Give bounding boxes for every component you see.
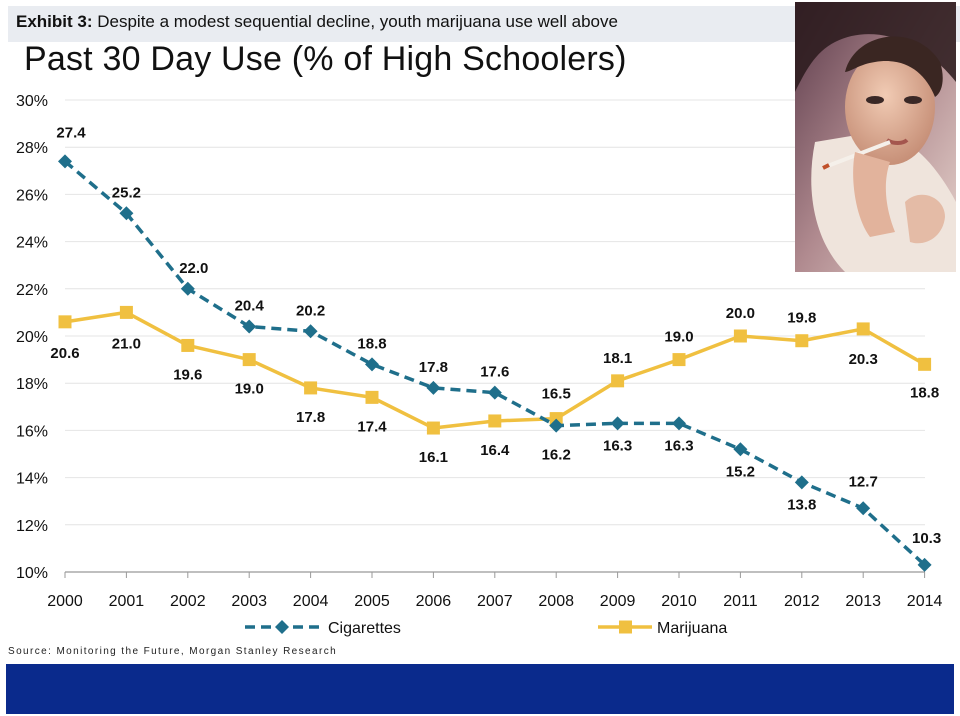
legend-marijuana-marker bbox=[619, 620, 632, 634]
marijuana-data-label: 17.4 bbox=[357, 418, 387, 435]
exhibit-title: Exhibit 3: Despite a modest sequential d… bbox=[16, 12, 618, 32]
y-tick-label: 10% bbox=[16, 565, 48, 582]
marijuana-point bbox=[242, 353, 256, 367]
cigarettes-data-label: 17.8 bbox=[419, 359, 448, 376]
marijuana-point bbox=[365, 390, 379, 404]
cigarettes-data-label: 17.6 bbox=[480, 364, 509, 381]
x-tick-label: 2003 bbox=[231, 593, 267, 610]
cigarettes-data-label: 12.7 bbox=[849, 473, 878, 490]
marijuana-point bbox=[733, 329, 747, 343]
y-tick-label: 24% bbox=[16, 235, 48, 252]
marijuana-point bbox=[672, 353, 686, 367]
cigarettes-point bbox=[610, 416, 625, 431]
marijuana-point bbox=[426, 421, 440, 435]
exhibit-text: Despite a modest sequential decline, you… bbox=[97, 12, 618, 31]
marijuana-point bbox=[549, 412, 563, 426]
marijuana-data-label: 21.0 bbox=[112, 335, 141, 352]
x-tick-label: 2010 bbox=[661, 593, 697, 610]
x-tick-label: 2011 bbox=[723, 593, 758, 610]
cigarettes-data-label: 15.2 bbox=[726, 463, 755, 480]
x-tick-label: 2004 bbox=[293, 593, 329, 610]
marijuana-data-label: 16.1 bbox=[419, 449, 448, 466]
cigarettes-point bbox=[365, 357, 379, 372]
marijuana-data-label: 16.4 bbox=[480, 442, 510, 459]
marijuana-data-label: 19.6 bbox=[173, 366, 202, 383]
marijuana-point bbox=[918, 357, 932, 371]
cigarettes-point bbox=[487, 385, 502, 400]
cigarettes-data-label: 20.4 bbox=[235, 298, 265, 315]
cigarettes-line bbox=[63, 160, 926, 567]
marijuana-data-label: 20.6 bbox=[50, 345, 79, 362]
exhibit-label: Exhibit 3: bbox=[16, 12, 93, 31]
cigarettes-data-label: 18.8 bbox=[357, 335, 386, 352]
cigarettes-data-label: 16.3 bbox=[664, 437, 693, 454]
marijuana-point bbox=[181, 338, 195, 352]
x-tick-label: 2014 bbox=[907, 593, 943, 610]
cigarettes-data-label: 16.2 bbox=[542, 447, 571, 464]
cigarettes-point bbox=[794, 475, 809, 490]
y-tick-label: 20% bbox=[16, 329, 48, 346]
cigarettes-point bbox=[426, 380, 441, 395]
marijuana-point bbox=[611, 374, 625, 388]
x-tick-label: 2000 bbox=[47, 593, 83, 610]
cigarettes-point bbox=[119, 206, 134, 221]
cigarettes-point bbox=[549, 418, 564, 433]
legend-cigarettes-marker bbox=[275, 620, 289, 634]
chart-title: Past 30 Day Use (% of High Schoolers) bbox=[24, 40, 627, 78]
y-tick-label: 12% bbox=[16, 518, 48, 535]
x-tick-label: 2001 bbox=[109, 593, 145, 610]
marijuana-point bbox=[795, 334, 809, 348]
y-tick-label: 14% bbox=[16, 471, 48, 488]
cigarettes-data-label: 20.2 bbox=[296, 302, 325, 319]
cigarettes-data-label: 16.3 bbox=[603, 437, 632, 454]
cigarettes-data-label: 22.0 bbox=[179, 260, 208, 277]
y-tick-label: 28% bbox=[16, 140, 48, 157]
marijuana-point bbox=[488, 414, 502, 428]
y-tick-label: 18% bbox=[16, 376, 48, 393]
marijuana-data-label: 20.3 bbox=[849, 351, 878, 368]
x-tick-label: 2002 bbox=[170, 593, 206, 610]
cigarettes-data-label: 25.2 bbox=[112, 184, 141, 201]
x-tick-label: 2007 bbox=[477, 593, 513, 610]
cigarettes-point bbox=[856, 501, 871, 516]
x-tick-label: 2009 bbox=[600, 593, 636, 610]
y-tick-label: 30% bbox=[16, 93, 48, 110]
source-note: Source: Monitoring the Future, Morgan St… bbox=[8, 646, 338, 657]
woman-smoking-photo bbox=[795, 2, 956, 272]
cigarettes-point bbox=[672, 416, 686, 431]
cigarettes-data-label: 10.3 bbox=[912, 530, 941, 547]
y-tick-label: 16% bbox=[16, 423, 48, 440]
x-tick-label: 2012 bbox=[784, 593, 820, 610]
x-tick-label: 2006 bbox=[416, 593, 452, 610]
marijuana-point bbox=[58, 315, 72, 329]
cigarettes-point bbox=[58, 154, 72, 169]
cigarettes-point bbox=[733, 442, 748, 457]
y-tick-label: 26% bbox=[16, 187, 48, 204]
marijuana-data-label: 19.0 bbox=[664, 329, 693, 346]
marijuana-point bbox=[119, 305, 133, 319]
cigarettes-point bbox=[242, 319, 257, 334]
legend-cigarettes-label: Cigarettes bbox=[328, 620, 401, 637]
marijuana-data-label: 19.8 bbox=[787, 310, 816, 327]
marijuana-data-label: 16.5 bbox=[542, 386, 571, 403]
x-tick-label: 2005 bbox=[354, 593, 390, 610]
x-tick-label: 2013 bbox=[845, 593, 881, 610]
cigarettes-point bbox=[917, 557, 932, 572]
cigarettes-point bbox=[180, 281, 195, 296]
y-tick-label: 22% bbox=[16, 282, 48, 299]
legend-marijuana-label: Marijuana bbox=[657, 620, 727, 637]
footer-band bbox=[6, 664, 954, 714]
marijuana-data-label: 20.0 bbox=[726, 305, 755, 322]
marijuana-point bbox=[304, 381, 318, 395]
marijuana-point bbox=[856, 322, 870, 336]
cigarettes-point bbox=[303, 324, 318, 339]
marijuana-data-label: 18.8 bbox=[910, 384, 939, 401]
cigarettes-data-label: 13.8 bbox=[787, 496, 816, 513]
marijuana-data-label: 17.8 bbox=[296, 409, 325, 426]
marijuana-data-label: 18.1 bbox=[603, 350, 632, 367]
x-tick-label: 2008 bbox=[538, 593, 574, 610]
cigarettes-data-label: 27.4 bbox=[56, 124, 86, 141]
marijuana-data-label: 19.0 bbox=[235, 381, 264, 398]
